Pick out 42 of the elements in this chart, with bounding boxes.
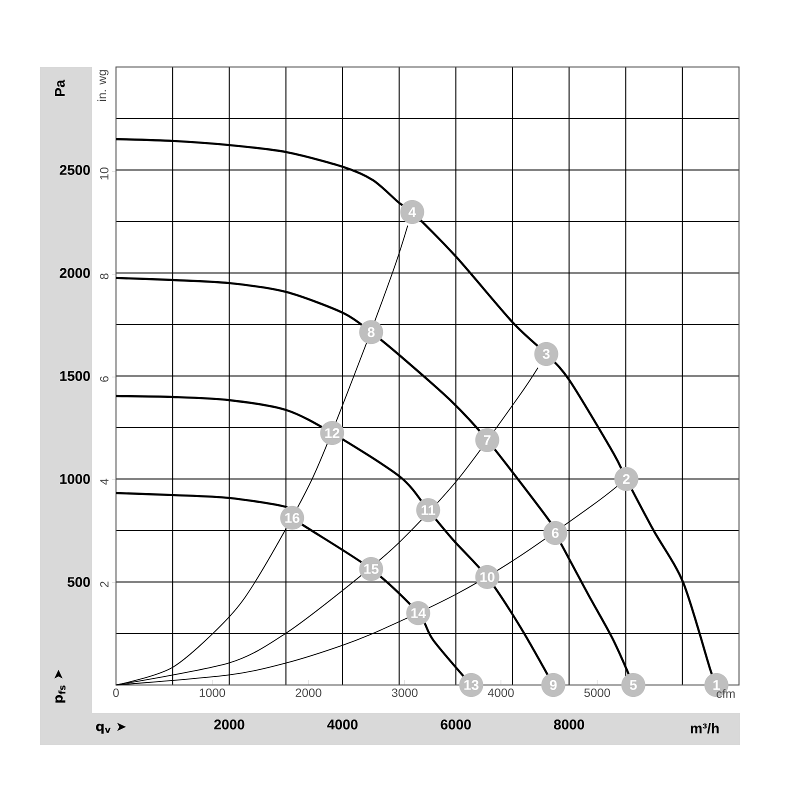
y2-tick-label: 8 <box>100 274 108 280</box>
y-axis-title: Pa <box>55 80 65 96</box>
text: p$_{fs}$ ➤ <box>54 670 66 703</box>
annotation: 4 <box>408 207 416 217</box>
annotation: 13 <box>464 680 479 690</box>
annotation: 7 <box>484 435 491 445</box>
annotation: 5 <box>630 680 637 690</box>
x2-tick-label: 2000 <box>296 688 322 698</box>
y-tick-label: 500 <box>68 577 90 587</box>
annotation: 16 <box>285 512 300 523</box>
x2-tick-label: 0 <box>113 688 119 698</box>
annotation: 9 <box>550 680 557 690</box>
y2-tick-label: 2 <box>100 582 108 588</box>
annotation: 8 <box>368 327 375 338</box>
x2-tick-label: 1000 <box>200 688 226 698</box>
x-tick-label: 4000 <box>327 720 358 730</box>
y-tick-label: 1500 <box>60 371 90 381</box>
x2-tick-label: 3000 <box>392 688 418 698</box>
y2-tick-label: 10 <box>100 167 108 180</box>
y-tick-label: 2000 <box>60 268 90 278</box>
y2-axis-title: in. wg <box>97 70 109 101</box>
y2-tick-label: 4 <box>100 478 108 485</box>
annotation: 2 <box>622 474 630 484</box>
x-tick-label: 6000 <box>440 720 471 730</box>
text: q$_{v}$ ➤ <box>96 722 126 734</box>
annotation: 6 <box>552 528 559 538</box>
x-axis-title: m³/h <box>690 723 719 734</box>
x2-tick-label: 5000 <box>584 688 610 698</box>
annotation: 10 <box>480 572 494 582</box>
annotation: 11 <box>422 505 436 515</box>
x-tick-label: 8000 <box>554 720 584 730</box>
x-tick-label: 2000 <box>214 720 244 730</box>
y-tick-label: 1000 <box>60 474 90 484</box>
annotation: 15 <box>364 564 379 574</box>
y-tick-label: 2500 <box>60 165 90 175</box>
annotation: 1 <box>713 680 720 690</box>
y2-tick-label: 6 <box>100 376 108 382</box>
annotation: 12 <box>325 428 340 438</box>
annotation: 3 <box>542 348 550 359</box>
x2-tick-label: 4000 <box>488 688 514 698</box>
x2-axis-title: cfm <box>716 689 735 698</box>
annotation: 14 <box>411 608 426 618</box>
